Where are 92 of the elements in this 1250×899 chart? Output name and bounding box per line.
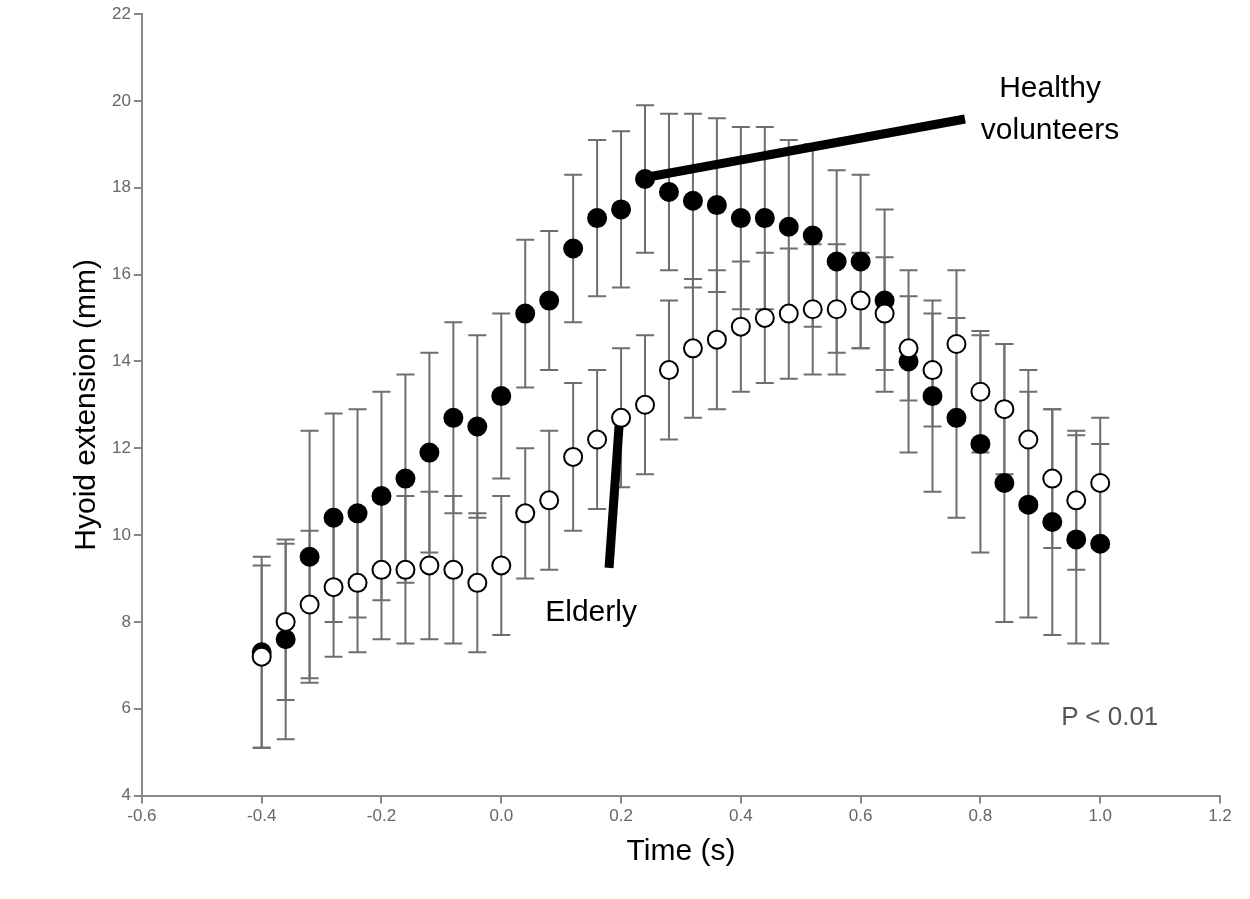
x-tick-label: 0.8 — [968, 806, 993, 826]
y-tick-label: 6 — [121, 698, 131, 718]
x-tick-label: -0.4 — [247, 806, 277, 826]
point — [467, 572, 488, 593]
point — [994, 472, 1015, 493]
y-tick-label: 22 — [111, 3, 131, 23]
y-tick-label: 18 — [111, 177, 131, 197]
point — [395, 468, 416, 489]
point — [946, 334, 967, 355]
point — [635, 394, 656, 415]
point — [563, 238, 584, 259]
point — [682, 338, 703, 359]
point — [467, 416, 488, 437]
point — [850, 251, 871, 272]
point — [946, 407, 967, 428]
x-tick-label: 0.6 — [848, 806, 873, 826]
point — [371, 559, 392, 580]
point — [299, 546, 320, 567]
point — [994, 399, 1015, 420]
point — [874, 303, 895, 324]
x-tick-label: 1.2 — [1208, 806, 1232, 826]
point — [970, 433, 991, 454]
point — [347, 572, 368, 593]
point — [587, 208, 608, 229]
point — [1018, 429, 1039, 450]
point — [658, 360, 679, 381]
point — [539, 490, 560, 511]
point — [515, 503, 536, 524]
point — [419, 555, 440, 576]
point — [539, 290, 560, 311]
point — [754, 208, 775, 229]
y-axis-title: Hyoid extension (mm) — [68, 258, 102, 551]
point — [395, 559, 416, 580]
point — [778, 216, 799, 237]
y-tick-label: 10 — [111, 524, 131, 544]
point — [730, 208, 751, 229]
point — [658, 182, 679, 203]
point — [419, 442, 440, 463]
point — [443, 559, 464, 580]
point — [826, 251, 847, 272]
point — [802, 225, 823, 246]
point — [299, 594, 320, 615]
point — [587, 429, 608, 450]
point — [515, 303, 536, 324]
annotation: P < 0.01 — [1061, 700, 1159, 731]
point — [1042, 468, 1063, 489]
point — [323, 577, 344, 598]
point — [1018, 494, 1039, 515]
point — [491, 555, 512, 576]
x-tick-label: 0.4 — [729, 806, 753, 826]
point — [970, 381, 991, 402]
point — [706, 329, 727, 350]
point — [1066, 529, 1087, 550]
point — [275, 611, 296, 632]
point — [1090, 533, 1111, 554]
point — [611, 407, 632, 428]
point — [922, 360, 943, 381]
point — [922, 386, 943, 407]
point — [1066, 490, 1087, 511]
point — [443, 407, 464, 428]
y-tick-label: 12 — [111, 437, 131, 457]
point — [802, 299, 823, 320]
point — [611, 199, 632, 220]
text: Healthy volunteers — [980, 70, 1120, 146]
point — [706, 195, 727, 216]
point — [898, 338, 919, 359]
point — [1042, 512, 1063, 533]
point — [1090, 472, 1111, 493]
x-tick-label: -0.6 — [127, 806, 157, 826]
x-axis-title: Time (s) — [626, 833, 736, 867]
y-tick-label: 20 — [111, 90, 131, 110]
point — [323, 507, 344, 528]
y-tick-label: 4 — [121, 785, 131, 805]
x-tick-label: 1.0 — [1088, 806, 1113, 826]
point — [682, 190, 703, 211]
point — [371, 485, 392, 506]
point — [275, 629, 296, 650]
point — [347, 503, 368, 524]
x-tick-label: -0.2 — [366, 806, 397, 826]
point — [730, 316, 751, 337]
series-label: Elderly — [545, 594, 637, 628]
point — [850, 290, 871, 311]
y-tick-label: 8 — [121, 611, 131, 631]
y-tick-label: 16 — [111, 264, 131, 284]
x-tick-label: 0.0 — [489, 806, 514, 826]
point — [563, 446, 584, 467]
point — [778, 303, 799, 324]
point — [491, 386, 512, 407]
point — [826, 299, 847, 320]
point — [754, 307, 775, 328]
y-tick-label: 14 — [111, 351, 131, 371]
x-tick-label: 0.2 — [609, 806, 633, 826]
